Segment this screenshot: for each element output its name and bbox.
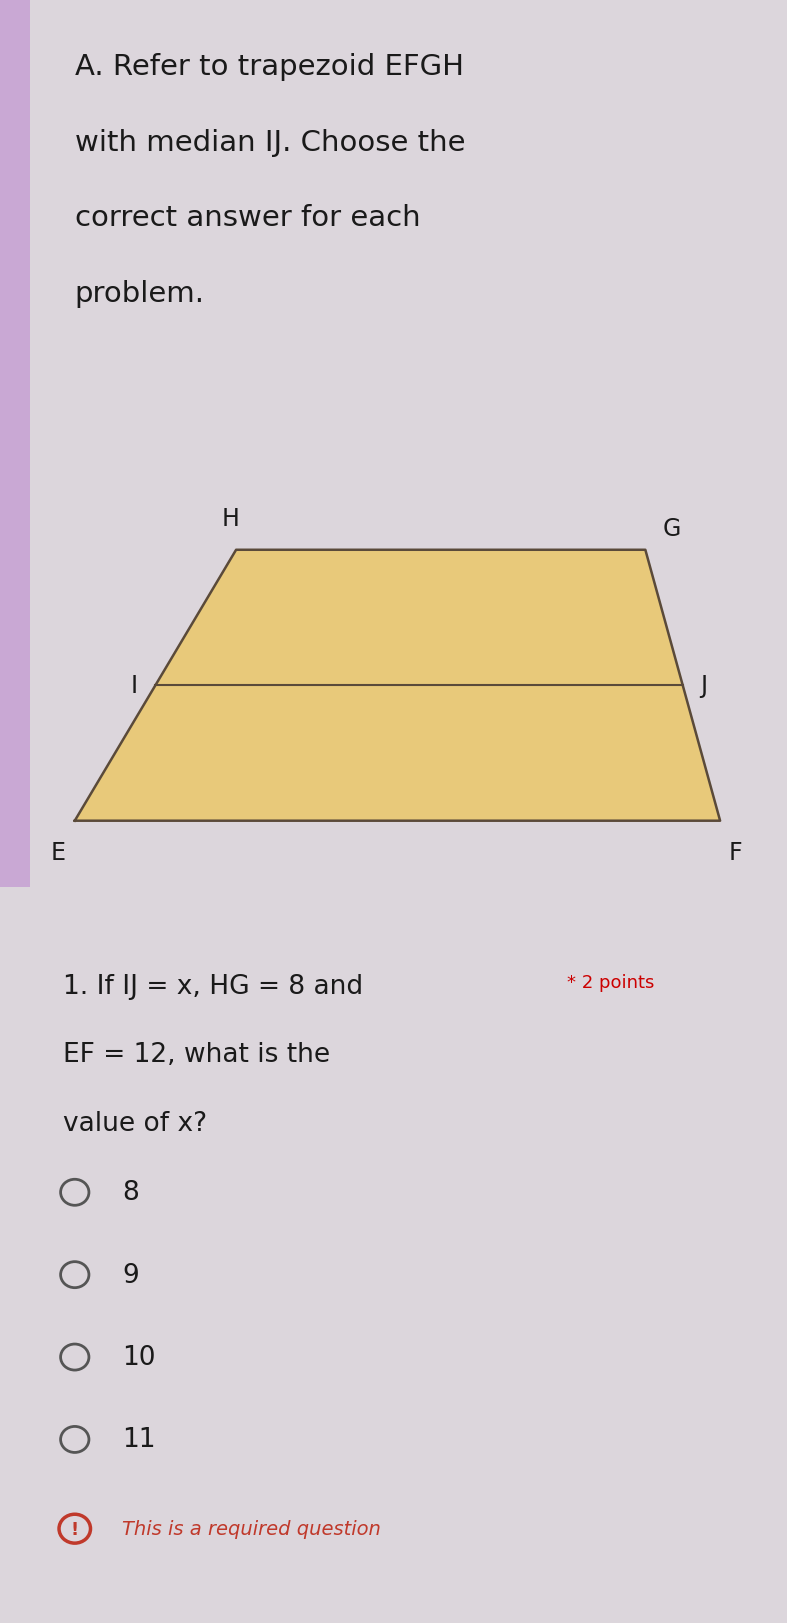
Text: J: J [700, 674, 708, 698]
Text: E: E [51, 841, 66, 865]
Text: 11: 11 [122, 1427, 156, 1453]
Text: * 2 points: * 2 points [567, 972, 654, 992]
Text: with median IJ. Choose the: with median IJ. Choose the [75, 128, 465, 157]
Text: 9: 9 [122, 1263, 139, 1289]
Text: 8: 8 [122, 1180, 139, 1206]
Text: 10: 10 [122, 1344, 156, 1370]
Polygon shape [75, 550, 720, 821]
Text: 1. If IJ = x, HG = 8 and: 1. If IJ = x, HG = 8 and [63, 972, 363, 1000]
Text: A. Refer to trapezoid EFGH: A. Refer to trapezoid EFGH [75, 54, 464, 81]
Text: EF = 12, what is the: EF = 12, what is the [63, 1042, 330, 1068]
Text: correct answer for each: correct answer for each [75, 204, 420, 232]
Text: !: ! [71, 1519, 79, 1537]
Text: value of x?: value of x? [63, 1110, 207, 1136]
FancyBboxPatch shape [0, 0, 30, 888]
Text: I: I [131, 674, 139, 698]
Text: This is a required question: This is a required question [122, 1519, 381, 1539]
Text: F: F [729, 841, 742, 865]
Text: G: G [663, 516, 681, 540]
Text: problem.: problem. [75, 279, 205, 308]
Text: H: H [222, 506, 240, 531]
